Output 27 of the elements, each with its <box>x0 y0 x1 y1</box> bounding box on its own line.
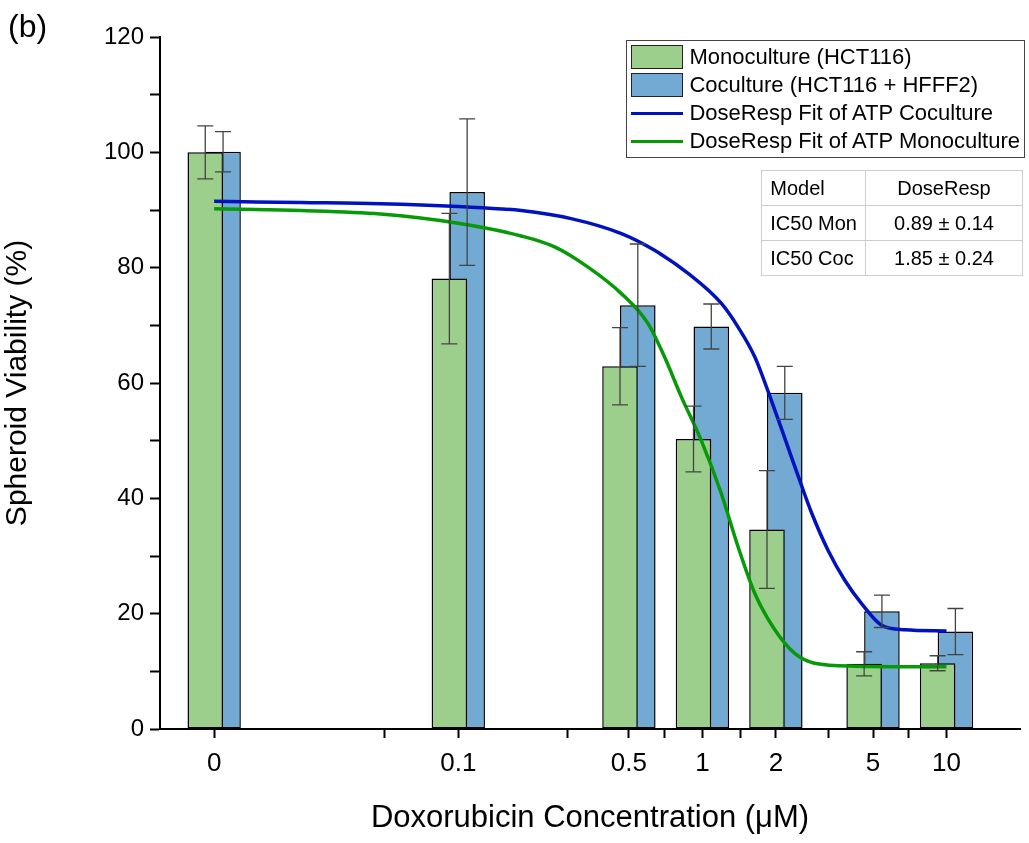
x-tick-label: 0.1 <box>440 746 477 777</box>
x-tick-label: 5 <box>865 746 881 777</box>
x-tick-label: 0.5 <box>610 746 647 777</box>
y-tick-label: 80 <box>117 252 144 280</box>
annotation: Model <box>761 170 866 206</box>
annotation: IC50 Mon <box>761 205 866 241</box>
y-tick-label: 100 <box>103 136 144 164</box>
legend-label: DoseResp Fit of ATP Coculture <box>689 99 994 127</box>
y-tick-label: 120 <box>103 21 144 49</box>
annotation: DoseResp <box>865 170 1023 206</box>
y-axis-title: Spheroid Viability (%) <box>0 239 33 527</box>
y-tick-label: 20 <box>117 598 144 626</box>
x-tick-label: 0 <box>206 746 222 777</box>
annotation: IC50 Coc <box>761 240 866 276</box>
x-tick-label: 2 <box>768 746 784 777</box>
legend-label: DoseResp Fit of ATP Monoculture <box>689 127 1020 155</box>
legend-label: Coculture (HCT116 + HFFF2) <box>689 71 979 99</box>
legend-label: Monoculture (HCT116) <box>689 43 912 71</box>
text: (b) <box>8 8 48 45</box>
x-tick-label: 1 <box>695 746 710 777</box>
annotation: 0.89 ± 0.14 <box>865 205 1023 241</box>
x-axis-title: Doxorubicin Concentration (μM) <box>370 798 810 834</box>
y-tick-label: 0 <box>130 713 144 741</box>
x-tick-label: 10 <box>932 746 961 777</box>
y-tick-label: 40 <box>117 482 144 510</box>
y-tick-label: 60 <box>117 367 144 395</box>
annotation: 1.85 ± 0.24 <box>865 240 1023 276</box>
